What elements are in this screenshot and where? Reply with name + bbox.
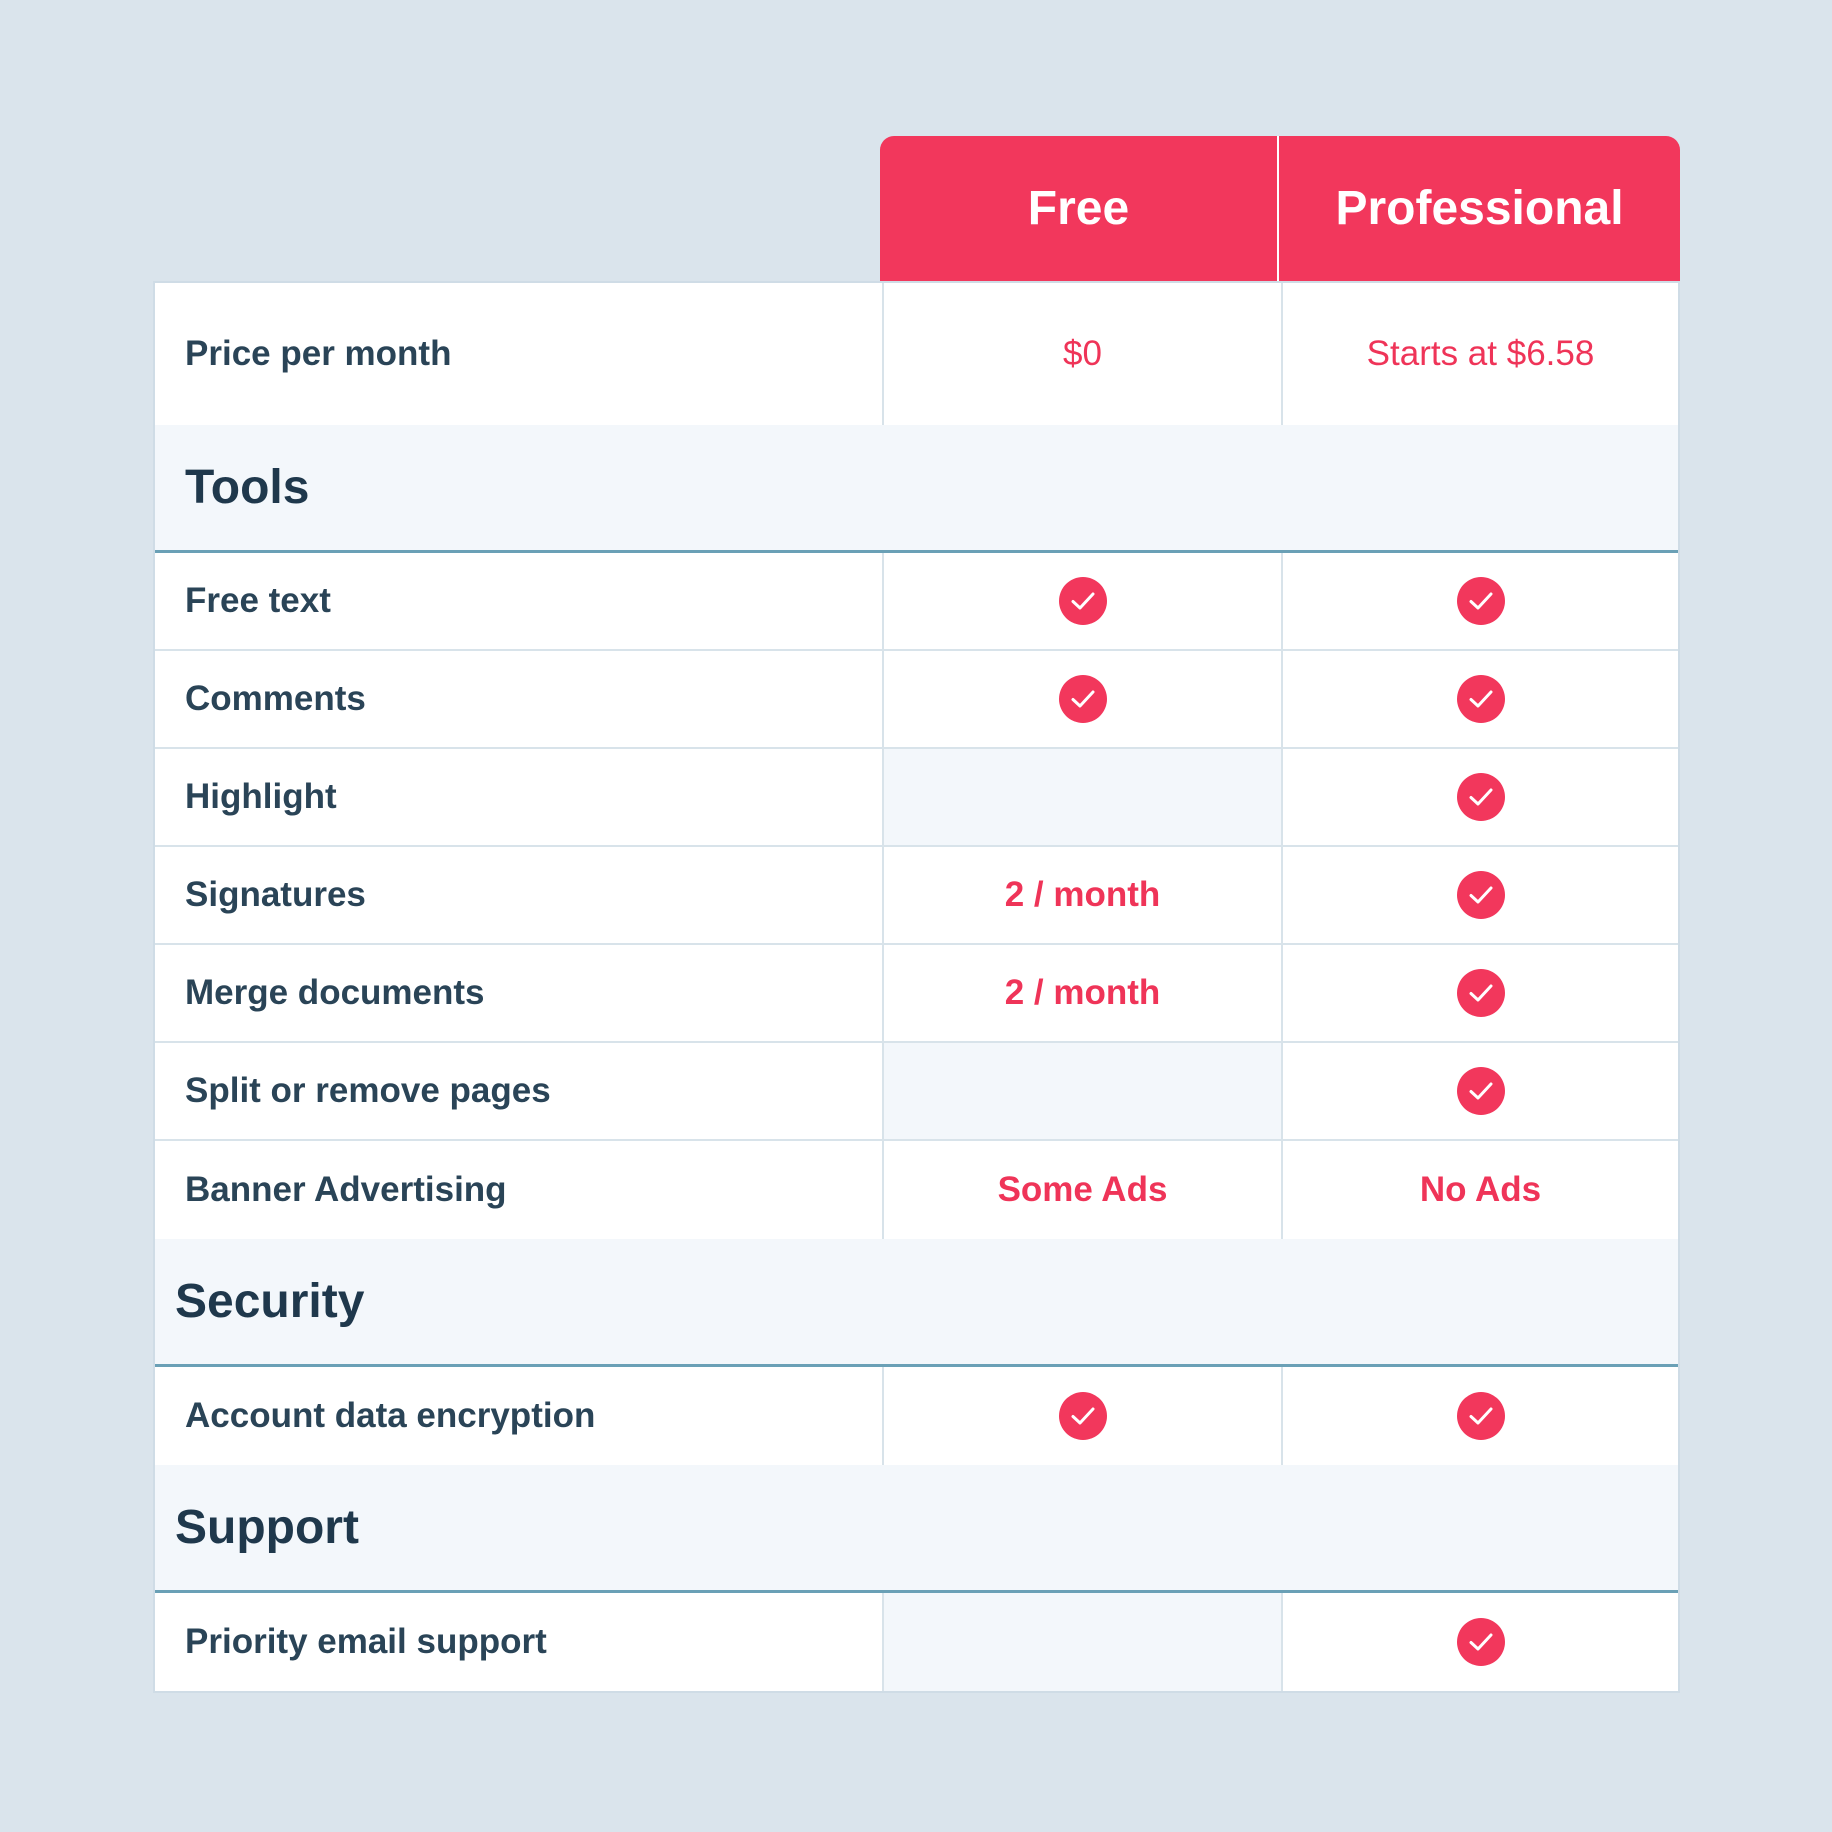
feature-row: Account data encryption <box>155 1367 1678 1465</box>
feature-label: Split or remove pages <box>185 1071 551 1110</box>
section-title: Support <box>175 1501 359 1554</box>
check-icon <box>1456 1392 1505 1440</box>
section-tools: Tools <box>155 425 1678 553</box>
feature-professional-cell <box>1281 847 1678 943</box>
check-icon <box>1058 1392 1107 1440</box>
feature-row: Highlight <box>155 749 1678 847</box>
feature-free-cell: 2 / month <box>882 945 1281 1041</box>
feature-professional-cell <box>1281 945 1678 1041</box>
price-row: Price per month $0 Starts at $6.58 <box>155 283 1678 425</box>
check-icon <box>1456 577 1505 625</box>
check-icon <box>1456 1067 1505 1115</box>
feature-label: Comments <box>185 679 366 718</box>
feature-label: Banner Advertising <box>185 1170 507 1209</box>
feature-label: Signatures <box>185 875 366 914</box>
feature-label: Merge documents <box>185 973 485 1012</box>
feature-row: Banner Advertising Some Ads No Ads <box>155 1141 1678 1239</box>
feature-label: Free text <box>185 581 331 620</box>
feature-row: Free text <box>155 553 1678 651</box>
feature-row: Merge documents 2 / month <box>155 945 1678 1043</box>
check-icon <box>1456 773 1505 821</box>
feature-free-cell: 2 / month <box>882 847 1281 943</box>
feature-professional-cell <box>1281 1367 1678 1465</box>
feature-free-cell <box>882 1593 1281 1691</box>
section-title: Security <box>175 1275 365 1328</box>
feature-row: Split or remove pages <box>155 1043 1678 1141</box>
feature-professional-cell <box>1281 1593 1678 1691</box>
check-icon <box>1456 1618 1505 1666</box>
feature-professional-cell: No Ads <box>1281 1141 1678 1239</box>
price-label: Price per month <box>185 334 452 373</box>
feature-professional-cell <box>1281 651 1678 747</box>
feature-row: Signatures 2 / month <box>155 847 1678 945</box>
section-support: Support <box>155 1465 1678 1593</box>
plan-header: Free Professional <box>880 136 1680 281</box>
plan-professional-header: Professional <box>1279 136 1680 281</box>
feature-free-cell <box>882 651 1281 747</box>
feature-row: Priority email support <box>155 1593 1678 1691</box>
plan-free-header: Free <box>880 136 1279 281</box>
feature-free-cell <box>882 1367 1281 1465</box>
feature-professional-cell <box>1281 749 1678 845</box>
feature-label: Priority email support <box>185 1622 547 1661</box>
section-title: Tools <box>185 461 310 514</box>
feature-professional-cell <box>1281 553 1678 649</box>
check-icon <box>1058 675 1107 723</box>
section-security: Security <box>155 1239 1678 1367</box>
check-icon <box>1456 675 1505 723</box>
check-icon <box>1456 871 1505 919</box>
pricing-comparison: Free Professional Price per month $0 Sta… <box>153 136 1680 1693</box>
feature-free-cell: Some Ads <box>882 1141 1281 1239</box>
price-professional: Starts at $6.58 <box>1281 283 1678 425</box>
feature-label: Highlight <box>185 777 337 816</box>
comparison-table: Price per month $0 Starts at $6.58 Tools… <box>153 281 1680 1693</box>
feature-free-cell <box>882 749 1281 845</box>
feature-label: Account data encryption <box>185 1396 596 1435</box>
feature-free-cell <box>882 553 1281 649</box>
check-icon <box>1058 577 1107 625</box>
price-free: $0 <box>882 283 1281 425</box>
feature-row: Comments <box>155 651 1678 749</box>
feature-free-cell <box>882 1043 1281 1139</box>
feature-professional-cell <box>1281 1043 1678 1139</box>
check-icon <box>1456 969 1505 1017</box>
